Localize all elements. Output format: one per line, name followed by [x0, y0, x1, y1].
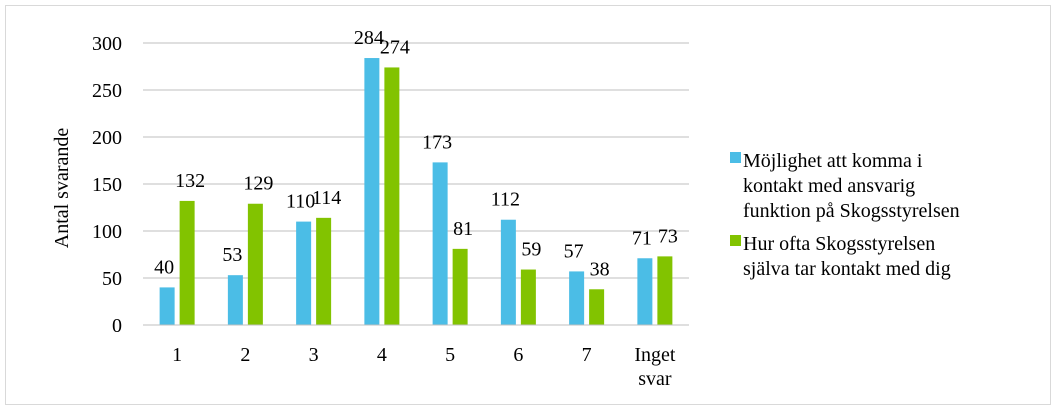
bar-series2 [520, 269, 536, 325]
x-tick-label: svar [638, 368, 672, 390]
data-label: 112 [491, 189, 520, 211]
bar-series1 [500, 219, 516, 325]
x-tick-label: 2 [240, 344, 250, 366]
data-label: 114 [312, 187, 341, 209]
data-label: 71 [632, 227, 652, 249]
legend-label: funktion på Skogsstyrelsen [743, 200, 960, 222]
legend-label: Möjlighet att komma i [743, 150, 923, 172]
legend-label: Hur ofta Skogsstyrelsen [743, 233, 935, 255]
bar-series2 [316, 217, 332, 325]
bar-series2 [589, 289, 605, 325]
data-label: 73 [658, 225, 678, 247]
gridlines [143, 42, 689, 279]
legend-label: själva tar kontakt med dig [743, 258, 951, 280]
bar-series1 [159, 287, 175, 325]
x-tick-label: 6 [513, 344, 523, 366]
legend-swatch [730, 235, 741, 246]
data-label: 132 [175, 170, 205, 192]
data-label: 129 [243, 173, 273, 195]
data-label: 284 [354, 27, 384, 49]
data-label: 110 [286, 191, 315, 213]
legend-label: kontakt med ansvarig [743, 175, 915, 197]
x-tick-label: 1 [172, 344, 182, 366]
bar-series1 [637, 258, 653, 325]
y-tick-label: 150 [92, 174, 122, 196]
y-tick-label: 50 [102, 268, 122, 290]
data-label: 81 [453, 218, 473, 240]
bar-series1 [569, 271, 585, 325]
data-label: 59 [521, 239, 541, 261]
y-tick-label: 300 [92, 33, 122, 55]
y-axis-label: Antal svarande [51, 128, 73, 249]
data-label: 40 [154, 256, 174, 278]
legend-swatch [730, 152, 741, 163]
y-axis-ticks: 0 50 100 150 200 250 300 [92, 33, 122, 337]
y-tick-label: 200 [92, 127, 122, 149]
data-label: 274 [380, 36, 410, 58]
bar-series2 [384, 67, 400, 325]
data-label: 38 [590, 258, 610, 280]
bar-series2 [179, 200, 195, 325]
y-tick-label: 100 [92, 221, 122, 243]
chart-frame [5, 5, 1051, 405]
data-label: 173 [422, 131, 452, 153]
data-label: 57 [564, 240, 584, 262]
bar-series2 [657, 256, 673, 325]
y-tick-label: 0 [112, 315, 122, 337]
bar-series1 [227, 275, 243, 325]
x-tick-label: 7 [582, 344, 592, 366]
bar-series1 [364, 58, 380, 325]
bar-series2 [452, 248, 468, 325]
x-tick-label: Inget [634, 344, 676, 366]
x-tick-label: 4 [377, 344, 387, 366]
y-tick-label: 250 [92, 80, 122, 102]
bar-series1 [296, 221, 312, 325]
bar-series2 [247, 203, 263, 325]
x-tick-label: 3 [309, 344, 319, 366]
bar-series1 [432, 162, 448, 325]
legend: Möjlighet att komma i kontakt med ansvari… [730, 150, 960, 280]
x-tick-label: 5 [445, 344, 455, 366]
data-label: 53 [222, 244, 242, 266]
